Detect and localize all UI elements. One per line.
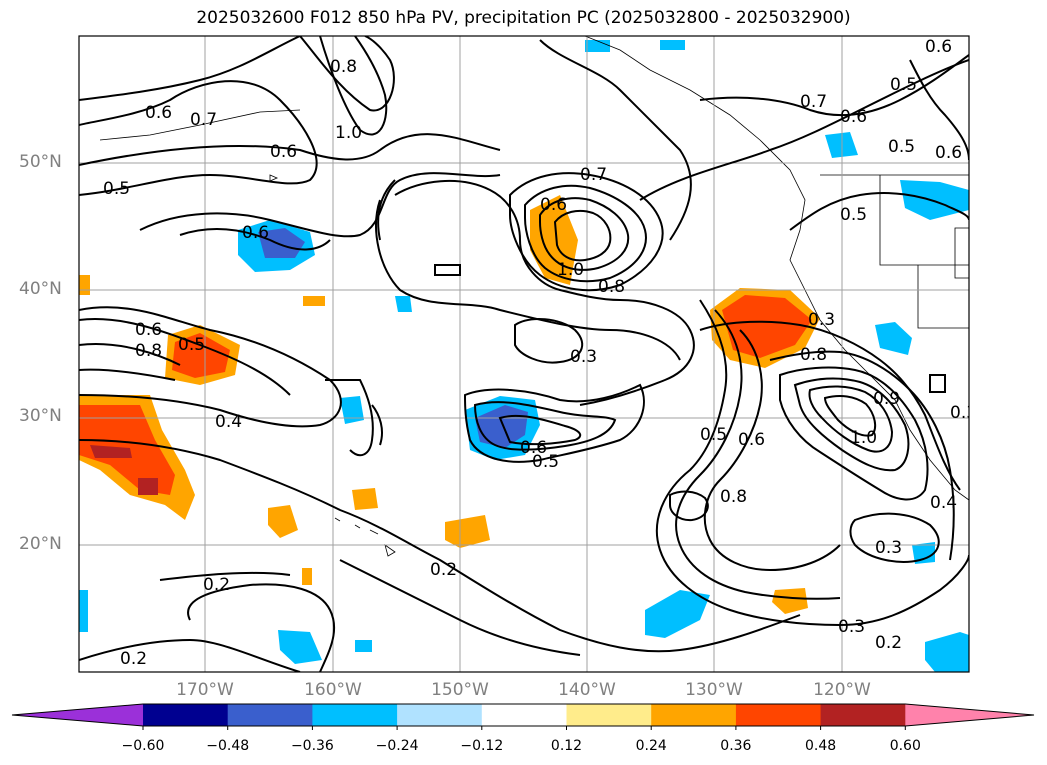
contour-label: 0.8 [135,341,162,361]
map-frame [78,35,970,673]
gridlines [79,36,969,672]
lon-label-120w: 120°W [813,680,871,700]
contour-label: 0.2 [875,633,902,653]
colorbar-tick-label: 0.36 [720,738,752,754]
colorbar-tick-label: −0.12 [460,738,504,754]
contour-label: 0.5 [888,137,915,157]
contour-label: 0.2 [203,575,230,595]
map-title: 2025032600 F012 850 hPa PV, precipitatio… [196,8,851,28]
lon-label-140w: 140°W [558,680,616,700]
precip-positive-east-core [722,295,812,358]
contour-label: 1.0 [557,260,584,280]
precip-negative-south [645,590,710,638]
precip-positive-central [530,195,578,285]
precip-negative-north [900,180,969,220]
contour-label: 0.6 [520,438,547,458]
colorbar-extend-min [12,704,143,726]
pv-contours [79,36,969,672]
contour-label: 0.3 [570,347,597,367]
colorbar-segment [820,704,906,726]
lat-label-30n: 30°N [19,406,62,426]
lat-label-50n: 50°N [19,152,62,172]
contour-label: 0.4 [215,412,242,432]
contour-label: 0.5 [700,425,727,445]
contour-label: 0.7 [190,110,217,130]
precip-negative-se [925,632,969,672]
contour-label: 0.5 [840,205,867,225]
contour-label: 0.3 [950,403,977,423]
colorbar-tick-label: 0.12 [550,738,583,754]
contour-label: 0.5 [103,179,130,199]
contour-label: 0.6 [935,143,962,163]
contour-label: 0.6 [135,320,162,340]
lon-label-130w: 130°W [685,680,743,700]
colorbar-tick-label: −0.48 [206,738,250,754]
precip-positive-small-3 [352,488,378,510]
colorbar-tick-label: −0.24 [375,738,419,754]
contour-labels: 0.6 0.7 0.6 0.5 0.6 0.8 1.0 0.7 0.6 1.0 … [103,37,977,669]
colorbar [11,703,1035,730]
contour-label: 0.3 [875,538,902,558]
precip-shading [79,40,969,672]
lon-label-160w: 160°W [304,680,362,700]
contour-label: 0.3 [838,617,865,637]
contour-label: 0.8 [720,487,747,507]
colorbar-segment [735,704,822,726]
lat-label-20n: 20°N [19,534,62,554]
contour-label: 1.0 [335,123,362,143]
contour-label: 0.6 [242,223,269,243]
colorbar-segment [143,704,229,726]
colorbar-segment [566,704,652,726]
lon-label-170w: 170°W [176,680,234,700]
lat-label-40n: 40°N [19,279,62,299]
precip-negative-coast [875,322,912,355]
colorbar-segment [651,704,737,726]
colorbar-segment [397,704,483,726]
contour-label: 0.6 [925,37,952,57]
contour-label: 0.8 [800,345,827,365]
contour-label: 0.5 [178,335,205,355]
contour-label: 0.2 [120,649,147,669]
colorbar-segment [481,704,567,726]
contour-label: 0.5 [890,75,917,95]
contour-label: 1.0 [850,428,877,448]
contour-label: 0.7 [580,165,607,185]
contour-label: 0.9 [873,389,900,409]
colorbar-segment [312,704,398,726]
contour-label: 0.3 [808,310,835,330]
colorbar-tick-label: 0.24 [635,738,667,754]
colorbar-tick-label: −0.36 [290,738,334,754]
contour-label: 0.2 [430,560,457,580]
contour-label: 0.6 [270,142,297,162]
lon-label-150w: 150°W [431,680,489,700]
colorbar-extend-max [905,704,1034,726]
contour-label: 0.8 [330,57,357,77]
precip-positive-small-2 [268,505,298,538]
contour-label: 0.5 [532,452,559,472]
precip-positive-small-4 [772,588,808,614]
precip-positive-165w-core [172,333,230,378]
contour-label: 0.6 [840,107,867,127]
colorbar-tick-label: 0.48 [805,738,837,754]
precip-positive-small-1 [445,515,490,548]
contour-label: 0.8 [598,277,625,297]
precip-negative-165w-core [258,228,305,258]
contour-label: 0.6 [738,430,765,450]
colorbar-tick-label: −0.60 [121,738,165,754]
precip-strong-west [90,445,158,495]
contour-label: 0.4 [930,493,957,513]
contour-label: 0.6 [145,103,172,123]
contour-label: 0.6 [540,195,567,215]
coastline [99,36,969,557]
contour-label: 0.7 [800,92,827,112]
colorbar-segment [227,704,313,726]
colorbar-tick-label: 0.60 [889,738,921,754]
